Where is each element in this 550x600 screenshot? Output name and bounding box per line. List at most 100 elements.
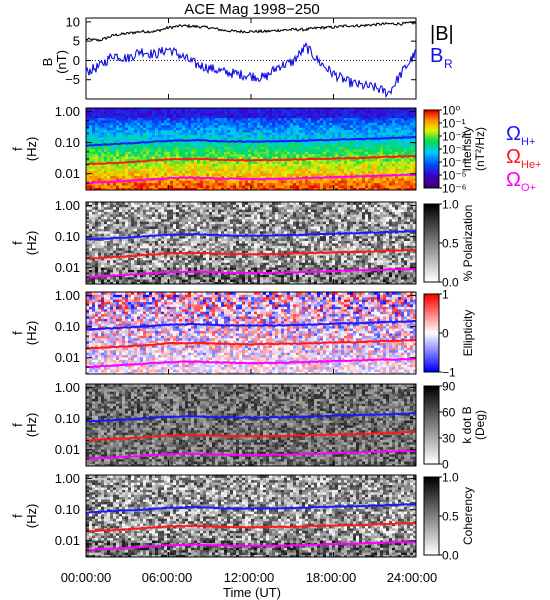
heatmap-cell [287, 163, 291, 167]
heatmap-cell [203, 136, 207, 140]
heatmap-cell [173, 146, 177, 150]
heatmap-cell [305, 149, 309, 152]
intensity-panel: 1.000.100.01f (Hz)10⁰10⁻¹10⁻²10⁻³10⁻⁴10⁻⁵… [10, 104, 542, 196]
heatmap-cell [176, 168, 180, 172]
heatmap-cell [119, 117, 123, 121]
heatmap-cell [362, 139, 366, 143]
legend-entry: B [430, 45, 443, 67]
heatmap-cell [125, 144, 129, 147]
heatmap-cell [344, 108, 348, 111]
heatmap-cell [392, 112, 396, 116]
heatmap-cell [344, 168, 348, 172]
heatmap-cell [368, 182, 372, 186]
heatmap-cell [107, 281, 111, 285]
heatmap-cell [173, 185, 177, 188]
heatmap-cell [248, 149, 252, 152]
heatmap-cell [104, 139, 108, 143]
heatmap-cell [317, 127, 321, 131]
heatmap-cell [266, 156, 270, 160]
heatmap-cell [125, 264, 129, 268]
heatmap-cell [296, 264, 300, 268]
heatmap-cell [140, 262, 144, 266]
heatmap-cell [242, 264, 246, 268]
heatmap-cell [266, 122, 270, 126]
heatmap-cell [404, 281, 408, 285]
heatmap-cell [380, 110, 384, 114]
heatmap-cell [128, 151, 132, 155]
heatmap-cell [299, 110, 303, 114]
heatmap-cell [293, 281, 297, 285]
heatmap-cell [131, 269, 135, 273]
heatmap-cell [251, 168, 255, 172]
heatmap-cell [152, 262, 156, 266]
heatmap-cell [128, 117, 132, 121]
heatmap-cell [152, 120, 156, 123]
heatmap-cell [269, 115, 273, 119]
heatmap-cell [350, 108, 354, 111]
heatmap-cell [407, 158, 411, 162]
heatmap-cell [272, 136, 276, 140]
heatmap-cell [413, 262, 417, 266]
heatmap-cell [413, 175, 417, 179]
heatmap-cell [251, 124, 255, 128]
heatmap-cell [335, 161, 339, 164]
heatmap-cell [125, 124, 129, 128]
heatmap-cell [299, 163, 303, 167]
heatmap-cell [347, 132, 351, 135]
heatmap-cell [383, 141, 387, 145]
heatmap-cell [344, 271, 348, 275]
heatmap-cell [152, 161, 156, 164]
heatmap-cell [368, 264, 372, 268]
heatmap-cell [413, 151, 417, 155]
heatmap-cell [296, 279, 300, 282]
heatmap-cell [383, 146, 387, 150]
heatmap-cell [386, 259, 390, 263]
heatmap-cell [119, 110, 123, 114]
heatmap-cell [173, 269, 177, 273]
heatmap-cell [341, 151, 345, 155]
heatmap-cell [404, 259, 408, 263]
heatmap-cell [281, 156, 285, 160]
heatmap-cell [347, 122, 351, 126]
heatmap-cell [230, 163, 234, 167]
heatmap-cell [326, 151, 330, 155]
heatmap-cell [293, 110, 297, 114]
heatmap-cell [137, 170, 141, 174]
heatmap-cell [254, 267, 258, 270]
heatmap-cell [140, 139, 144, 143]
heatmap-cell [374, 262, 378, 266]
heatmap-cell [320, 122, 324, 126]
heatmap-cell [329, 163, 333, 167]
heatmap-cell [89, 180, 93, 184]
heatmap-cell [179, 110, 183, 114]
heatmap-cell [167, 132, 171, 135]
heatmap-cell [152, 165, 156, 169]
heatmap-cell [347, 259, 351, 263]
heatmap-cell [299, 274, 303, 278]
heatmap-cell [398, 182, 402, 186]
heatmap-cell [326, 262, 330, 266]
heatmap-cell [398, 168, 402, 172]
heatmap-cell [152, 149, 156, 152]
heatmap-cell [128, 170, 132, 174]
heatmap-cell [152, 129, 156, 133]
heatmap-cell [92, 153, 96, 157]
heatmap-cell [95, 173, 99, 176]
heatmap-cell [287, 110, 291, 114]
heatmap-cell [410, 115, 414, 119]
heatmap-cell [200, 177, 204, 181]
heatmap-cell [101, 281, 105, 285]
heatmap-cell [104, 156, 108, 160]
heatmap-cell [230, 185, 234, 188]
heatmap-cell [329, 168, 333, 172]
heatmap-cell [377, 165, 381, 169]
heatmap-cell [371, 182, 375, 186]
heatmap-cell [149, 281, 153, 285]
heatmap-cell [314, 187, 318, 191]
heatmap-cell [164, 163, 168, 167]
heatmap-cell [299, 129, 303, 133]
heatmap-cell [335, 173, 339, 176]
heatmap-cell [293, 264, 297, 268]
heatmap-cell [164, 182, 168, 186]
heatmap-cell [296, 274, 300, 278]
